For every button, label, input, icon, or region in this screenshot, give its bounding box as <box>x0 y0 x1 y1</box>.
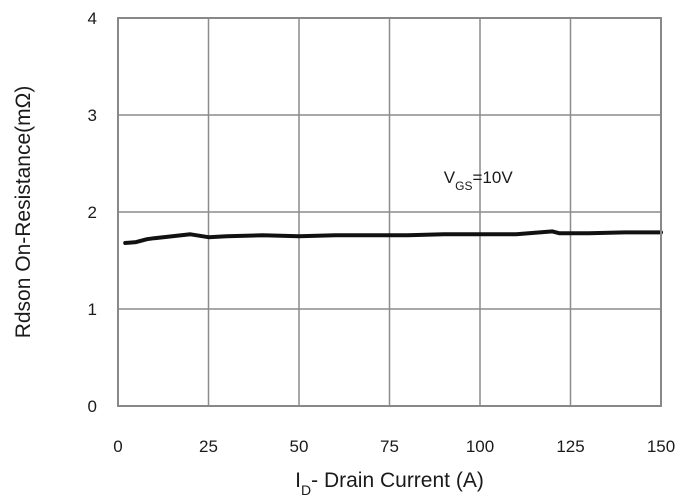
plot-frame <box>117 17 662 407</box>
x-tick-label: 0 <box>113 437 122 456</box>
x-tick-labels: 0 25 50 75 100 125 150 <box>113 437 675 456</box>
x-tick-label: 125 <box>556 437 584 456</box>
y-axis-label: Rdson On-Resistance(mΩ) <box>12 86 35 339</box>
y-tick-label: 3 <box>88 106 97 125</box>
grid <box>118 18 661 406</box>
y-tick-labels: 0 1 2 3 4 <box>88 9 97 416</box>
series-line <box>123 229 663 245</box>
vgs-annotation: VGS=10V <box>444 168 514 193</box>
x-tick-label: 75 <box>380 437 399 456</box>
series-line-group <box>123 229 663 245</box>
x-tick-label: 150 <box>647 437 675 456</box>
x-tick-label: 100 <box>466 437 494 456</box>
x-tick-label: 50 <box>290 437 309 456</box>
x-tick-label: 25 <box>199 437 218 456</box>
y-tick-label: 0 <box>88 397 97 416</box>
x-axis-label: ID- Drain Current (A) <box>295 469 484 498</box>
y-tick-label: 4 <box>88 9 97 28</box>
y-tick-label: 1 <box>88 300 97 319</box>
y-tick-label: 2 <box>88 203 97 222</box>
